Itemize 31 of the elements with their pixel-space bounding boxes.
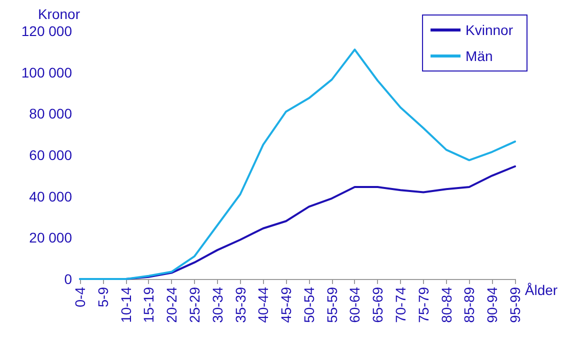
legend-label: Män <box>466 48 493 64</box>
x-tick-label: 30-34 <box>209 286 226 323</box>
x-tick-label: 45-49 <box>278 286 294 323</box>
x-tick-label: 95-99 <box>507 286 523 323</box>
x-tick-label: 60-64 <box>346 286 363 323</box>
x-tick-label: 20-24 <box>164 286 180 323</box>
x-tick-label: 75-79 <box>415 286 432 323</box>
x-tick-label: 15-19 <box>140 286 157 323</box>
x-tick-label: 65-69 <box>370 286 386 323</box>
x-axis-title: Ålder <box>524 282 558 298</box>
y-tick-label: 80 000 <box>29 106 72 122</box>
y-axis-title: Kronor <box>38 6 80 22</box>
x-tick-label: 70-74 <box>392 286 409 323</box>
x-tick-label: 40-44 <box>255 286 272 323</box>
y-tick-label: 0 <box>64 271 72 287</box>
x-tick-label: 10-14 <box>118 286 134 323</box>
y-tick-label: 60 000 <box>29 147 72 163</box>
x-tick-label: 50-54 <box>300 286 317 323</box>
y-tick-label: 40 000 <box>29 188 72 204</box>
x-tick-label: 0-4 <box>72 286 88 308</box>
x-tick-label: 55-59 <box>324 286 340 323</box>
y-tick-label: 20 000 <box>29 230 72 246</box>
legend-label: Kvinnor <box>466 22 514 38</box>
y-tick-label: 100 000 <box>21 64 72 80</box>
x-tick-label: 25-29 <box>186 286 202 323</box>
x-tick-label: 85-89 <box>461 286 478 323</box>
y-tick-label: 120 000 <box>21 23 72 39</box>
x-tick-label: 90-94 <box>484 286 500 323</box>
x-tick-label: 35-39 <box>232 286 248 323</box>
x-tick-label: 80-84 <box>438 286 454 323</box>
x-tick-label: 5-9 <box>94 286 111 308</box>
